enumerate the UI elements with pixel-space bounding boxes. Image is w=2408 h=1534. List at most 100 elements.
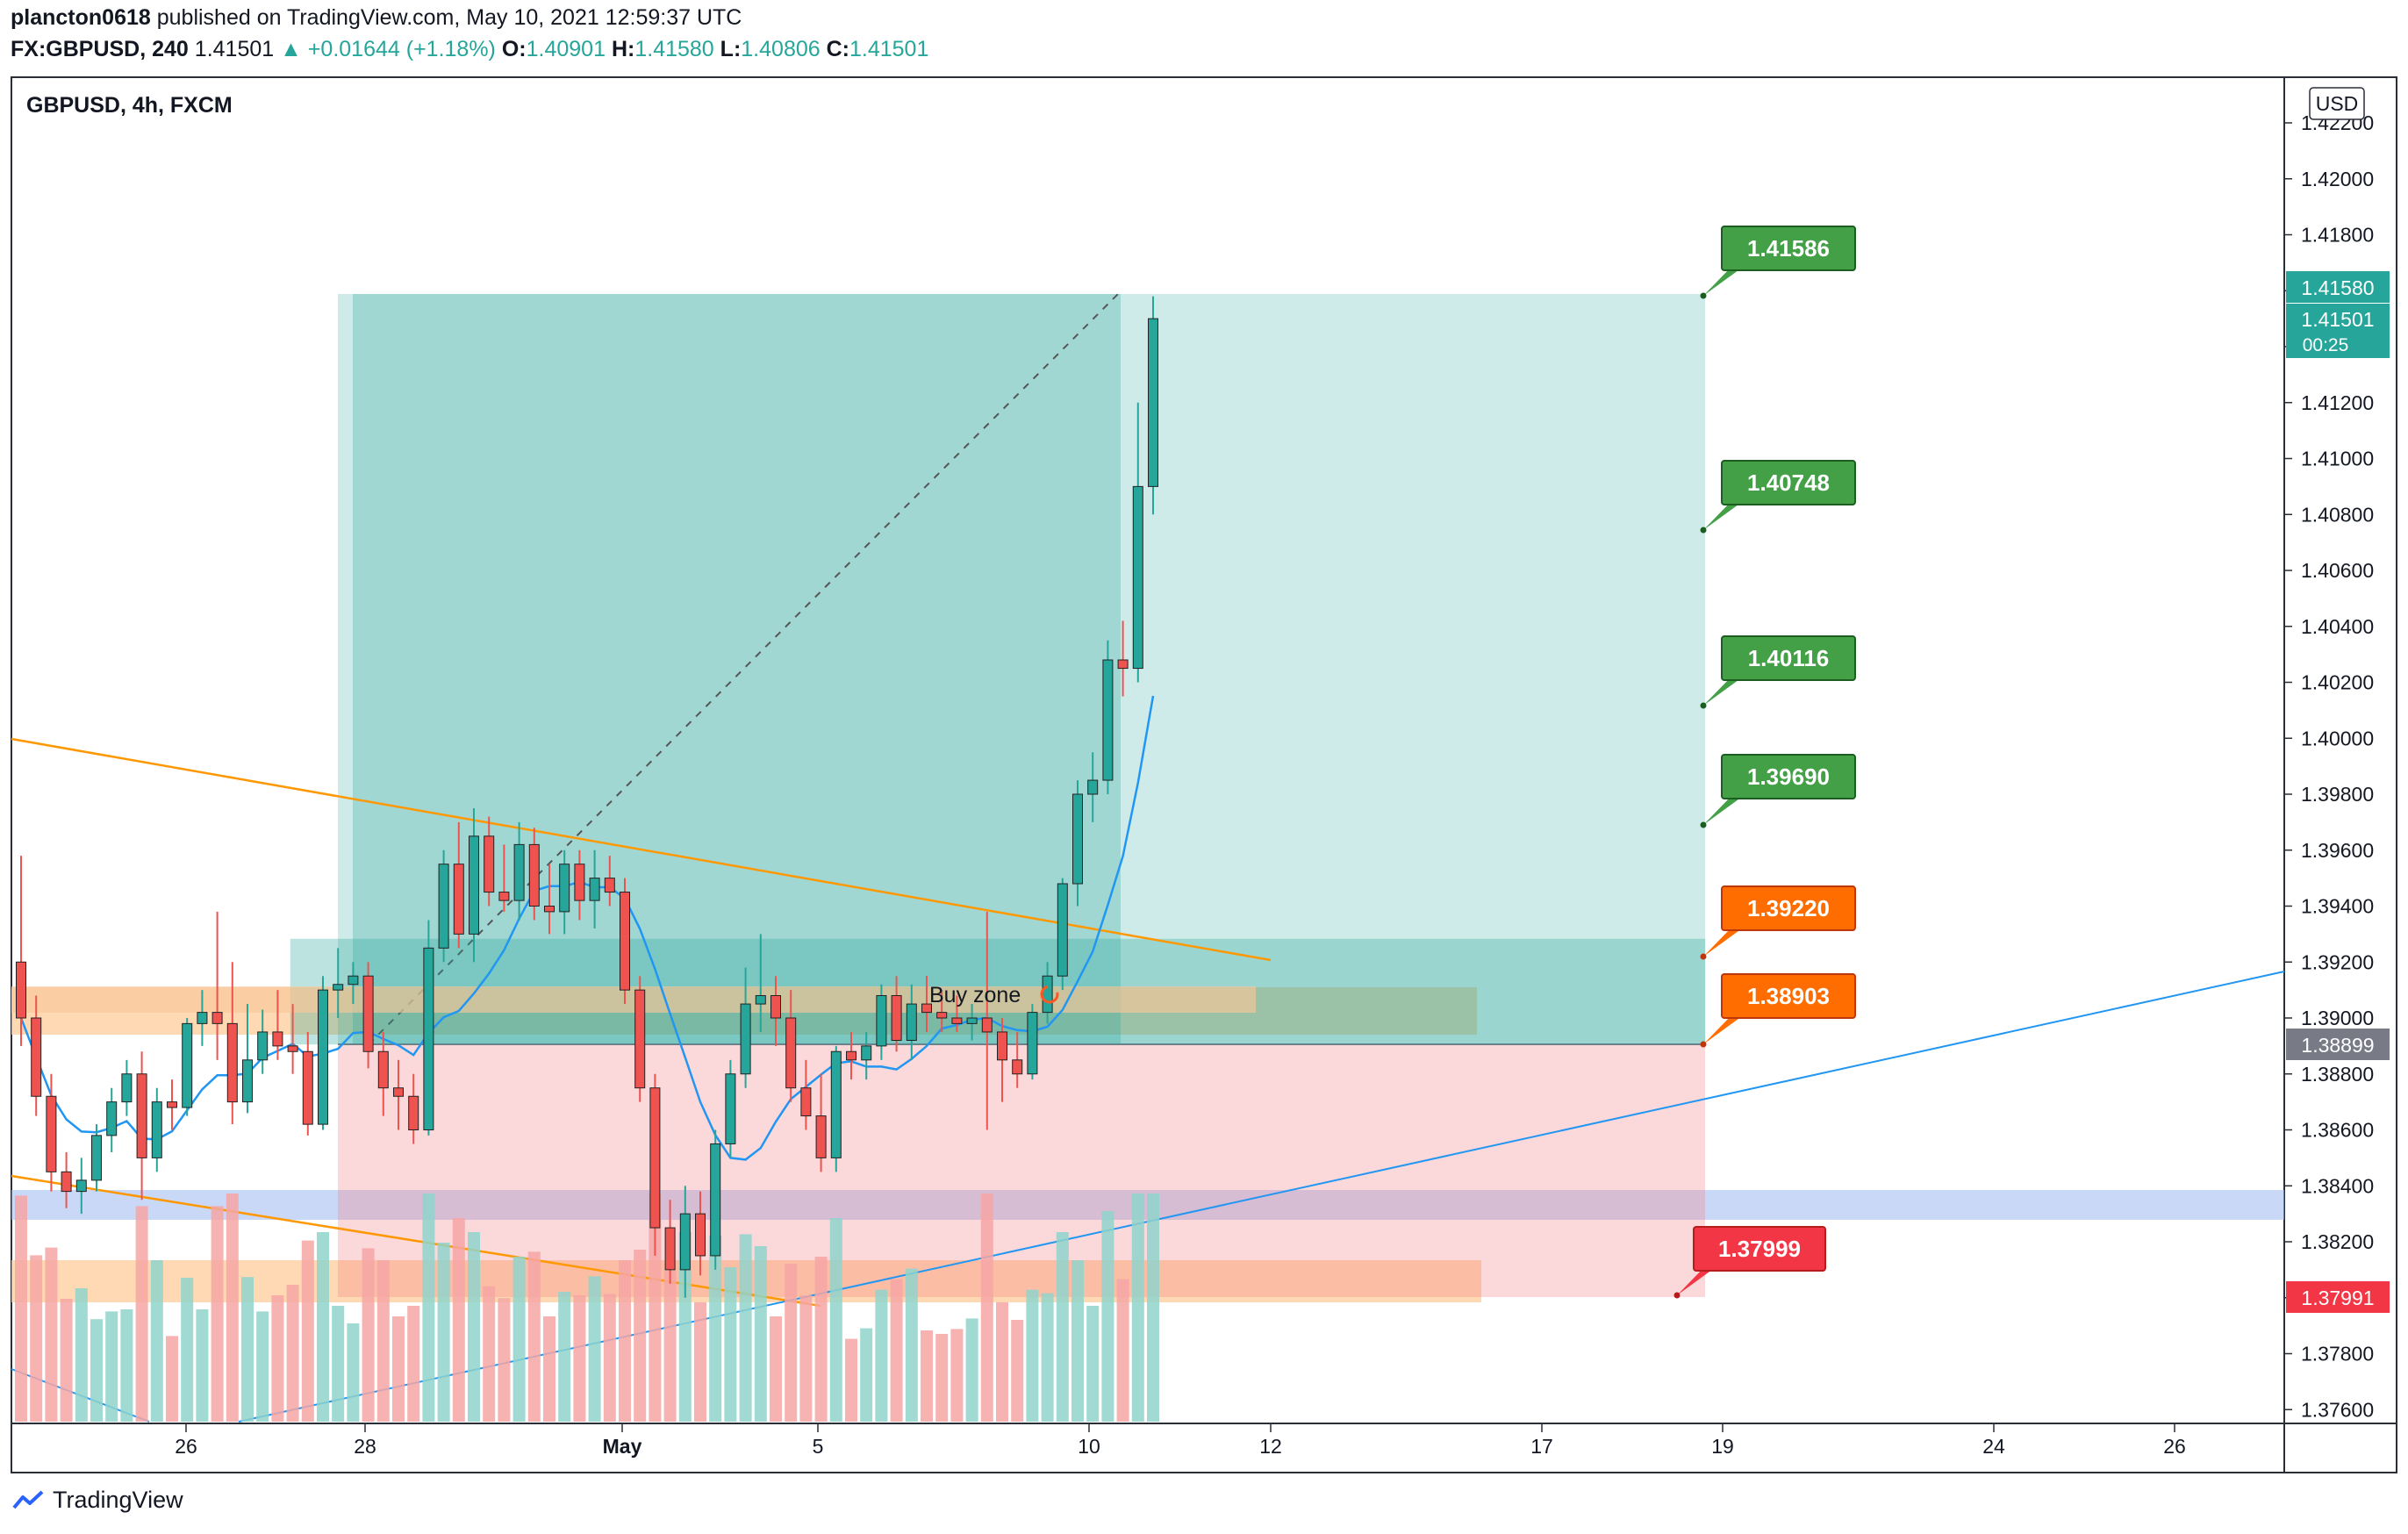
candle-body[interactable]: [695, 1213, 706, 1257]
candle-body[interactable]: [333, 984, 344, 991]
candle-body[interactable]: [559, 864, 570, 913]
candle-body[interactable]: [891, 995, 902, 1041]
candle-body[interactable]: [710, 1143, 721, 1257]
time-tick-label: 26: [2163, 1435, 2186, 1458]
candle-body[interactable]: [211, 1012, 223, 1024]
entry-callout-1[interactable]: 1.39220: [1700, 885, 1856, 960]
volume-bar: [965, 1318, 978, 1422]
candle-body[interactable]: [1132, 485, 1143, 670]
candle-body[interactable]: [861, 1045, 872, 1061]
candle-body[interactable]: [16, 961, 26, 1019]
candle-body[interactable]: [785, 1017, 797, 1089]
candle-body[interactable]: [664, 1227, 676, 1271]
volume-bar: [799, 1295, 813, 1422]
stop-callout[interactable]: 1.37999: [1673, 1226, 1826, 1299]
price-tick-label: 1.39800: [2301, 783, 2374, 806]
candle-body[interactable]: [1102, 659, 1114, 781]
stop-zone[interactable]: [338, 1044, 1705, 1297]
candle-body[interactable]: [484, 835, 495, 893]
candle-body[interactable]: [634, 989, 646, 1089]
entry-callout-2[interactable]: 1.38903: [1700, 973, 1856, 1048]
candle-body[interactable]: [91, 1135, 102, 1181]
target-callout-3[interactable]: 1.40116: [1700, 635, 1856, 709]
candle-body[interactable]: [846, 1050, 856, 1061]
price-tick-label: 1.40400: [2301, 615, 2374, 638]
candle-body[interactable]: [921, 1003, 932, 1014]
candle-body[interactable]: [1087, 779, 1099, 795]
author-name[interactable]: plancton0618: [11, 5, 151, 30]
candle-body[interactable]: [951, 1017, 963, 1024]
candle-body[interactable]: [287, 1045, 298, 1052]
time-axis[interactable]: 26 28 May 5 10 12 17 19 24 26: [175, 1423, 2186, 1458]
target-callout-4[interactable]: 1.39690: [1700, 754, 1856, 828]
candle-body[interactable]: [318, 989, 328, 1125]
candle-body[interactable]: [1148, 318, 1158, 487]
candle-body[interactable]: [876, 995, 887, 1047]
candle-body[interactable]: [242, 1059, 253, 1103]
candle-body[interactable]: [423, 947, 434, 1130]
candle-body[interactable]: [31, 1017, 42, 1097]
candle-body[interactable]: [544, 906, 555, 913]
target-callout-1[interactable]: 1.41586: [1700, 226, 1856, 299]
candle-body[interactable]: [528, 843, 540, 907]
candle-body[interactable]: [997, 1031, 1007, 1061]
candle-body[interactable]: [679, 1213, 691, 1271]
candle-body[interactable]: [302, 1050, 313, 1125]
candle-body[interactable]: [453, 864, 464, 935]
candle-body[interactable]: [725, 1073, 736, 1144]
candle-body[interactable]: [46, 1095, 57, 1172]
candle-body[interactable]: [75, 1179, 87, 1193]
candle-body[interactable]: [906, 1003, 917, 1041]
target-callout-2[interactable]: 1.40748: [1700, 460, 1856, 534]
candle-body[interactable]: [106, 1101, 118, 1136]
candle-body[interactable]: [348, 975, 359, 986]
candle-body[interactable]: [362, 975, 374, 1052]
candle-body[interactable]: [257, 1031, 269, 1061]
candle-body[interactable]: [604, 878, 615, 893]
footer-brand[interactable]: TradingView: [12, 1487, 183, 1514]
candle-body[interactable]: [408, 1095, 419, 1130]
candle-body[interactable]: [1117, 659, 1129, 670]
candle-body[interactable]: [830, 1050, 842, 1158]
candle-body[interactable]: [393, 1087, 404, 1097]
candle-body[interactable]: [197, 1012, 208, 1024]
candle-body[interactable]: [61, 1171, 72, 1193]
candle-body[interactable]: [513, 843, 525, 901]
candle-body[interactable]: [498, 892, 510, 901]
candle-body[interactable]: [1012, 1059, 1023, 1075]
candle-body[interactable]: [377, 1050, 389, 1089]
last-price: 1.41501: [194, 37, 275, 61]
candle-body[interactable]: [136, 1073, 147, 1158]
candle-body[interactable]: [649, 1087, 661, 1229]
candle-body[interactable]: [1057, 883, 1068, 977]
currency-button[interactable]: USD: [2309, 87, 2365, 120]
candle-body[interactable]: [272, 1031, 283, 1047]
chart-legend-title[interactable]: GBPUSD, 4h, FXCM: [26, 93, 233, 118]
svg-text:1.37991: 1.37991: [2301, 1287, 2374, 1309]
candle-body[interactable]: [121, 1073, 133, 1103]
candle-body[interactable]: [182, 1022, 193, 1108]
candle-body[interactable]: [151, 1101, 162, 1158]
candle-body[interactable]: [755, 995, 766, 1005]
candle-body[interactable]: [800, 1087, 812, 1117]
candle-body[interactable]: [770, 995, 781, 1019]
candle-body[interactable]: [740, 1003, 751, 1075]
candle-body[interactable]: [981, 1017, 993, 1033]
candle-body[interactable]: [589, 878, 600, 901]
candle-body[interactable]: [966, 1017, 978, 1024]
candle-body[interactable]: [167, 1101, 177, 1108]
moving-average-line[interactable]: [19, 695, 1155, 1161]
candle-body[interactable]: [574, 864, 585, 901]
candle-body[interactable]: [469, 835, 479, 935]
profit-zone[interactable]: [338, 294, 1705, 1044]
candle-body[interactable]: [1042, 975, 1053, 1014]
candle-body[interactable]: [620, 892, 630, 991]
candle-body[interactable]: [438, 864, 449, 949]
candle-body[interactable]: [936, 1012, 948, 1019]
buy-zone-label[interactable]: Buy zone: [929, 983, 1021, 1007]
candle-body[interactable]: [226, 1022, 238, 1103]
candle-body[interactable]: [1027, 1012, 1038, 1075]
candle-body[interactable]: [815, 1115, 827, 1158]
candle-body[interactable]: [1072, 793, 1083, 885]
